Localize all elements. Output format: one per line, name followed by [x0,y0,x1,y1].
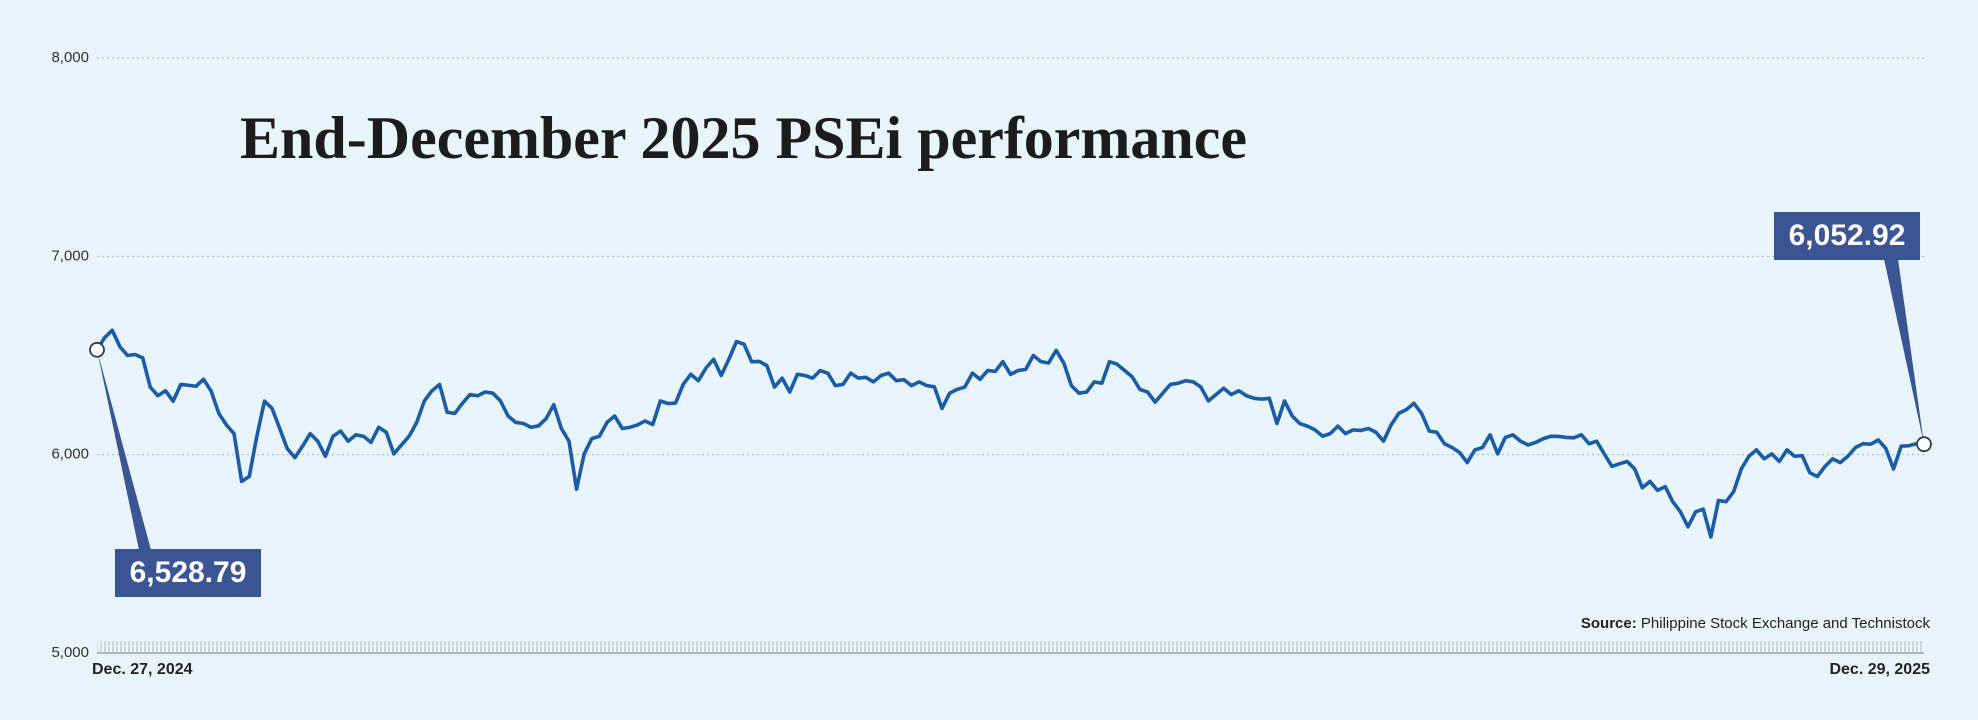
label-box [1774,212,1920,260]
chart-title: End-December 2025 PSEi performance [240,105,1247,171]
source: Source: Philippine Stock Exchange and Te… [1581,615,1931,632]
price-line [95,328,1926,539]
x-tick-label: Dec. 29, 2025 [1829,661,1930,678]
y-tick-label: 5,000 [51,644,89,661]
point-marker [89,341,105,358]
value-label: 6,052.92 [1789,219,1906,252]
label-pointer [1884,259,1924,445]
point-marker [1916,436,1932,453]
x-tick-label: Dec. 27, 2024 [92,661,193,678]
source-text: Philippine Stock Exchange and Technistoc… [1641,615,1931,632]
axis-hatching [97,641,1924,652]
label-pointer [97,349,151,550]
value-label: 6,528.79 [130,556,247,589]
source-label: Source: [1581,615,1637,632]
y-tick-label: 8,000 [51,49,89,66]
label-box [115,549,261,597]
y-tick-label: 6,000 [51,446,89,463]
y-tick-label: 7,000 [51,247,89,264]
